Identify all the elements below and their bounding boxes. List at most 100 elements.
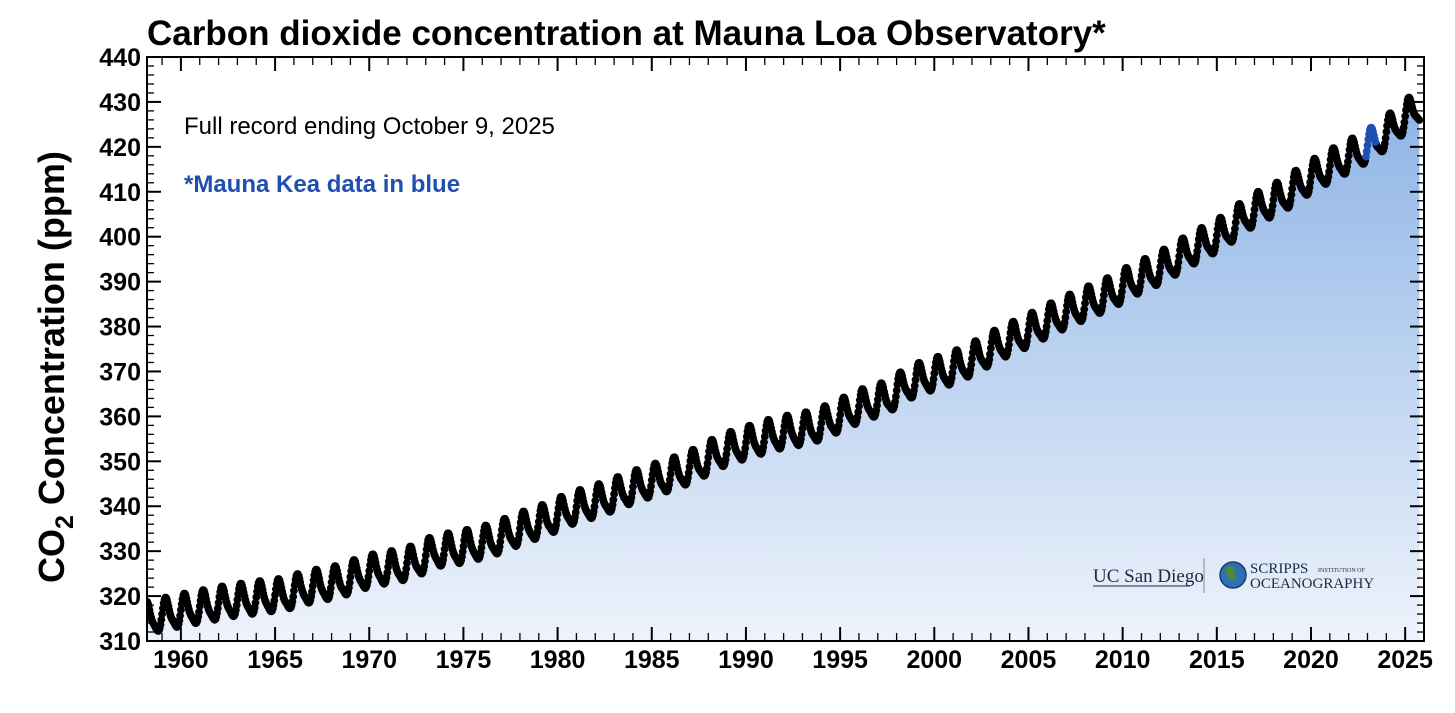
y-tick-label: 420 [99, 134, 141, 162]
y-tick-label: 360 [99, 403, 141, 431]
x-tick-label: 2010 [1095, 646, 1151, 674]
data-point [1136, 277, 1145, 286]
data-point [722, 450, 731, 459]
x-tick-label: 2000 [906, 646, 962, 674]
y-tick-label: 410 [99, 179, 141, 207]
record-note: Full record ending October 9, 2025 [184, 113, 555, 140]
data-point [497, 531, 505, 540]
data-point [1212, 231, 1221, 240]
data-point [289, 592, 298, 601]
data-point [326, 584, 335, 592]
data-point [742, 438, 750, 447]
data-point [703, 459, 712, 468]
plot-area [147, 93, 1424, 641]
y-tick-label: 340 [99, 493, 141, 521]
y-tick-label: 320 [99, 583, 141, 611]
ucsd-logo: UC San Diego [1093, 566, 1204, 587]
data-point [760, 432, 769, 441]
data-point [930, 369, 939, 378]
data-point [1307, 172, 1315, 181]
data-point [1081, 299, 1089, 308]
data-point [1382, 127, 1391, 136]
data-point [779, 433, 787, 442]
data-point [647, 476, 656, 485]
data-point [327, 578, 336, 587]
data-point [1381, 134, 1390, 143]
data-point [552, 516, 561, 524]
ucsd-logo-text: UC San Diego [1093, 566, 1204, 587]
data-point [910, 381, 919, 390]
data-point [214, 598, 223, 607]
mauna-kea-note: *Mauna Kea data in blue [184, 171, 460, 198]
data-point [1062, 307, 1071, 316]
x-tick-label: 1960 [153, 646, 209, 674]
data-point [1287, 190, 1296, 199]
data-point [1344, 157, 1352, 166]
data-point [855, 402, 863, 411]
data-point [1269, 195, 1278, 204]
data-point [157, 615, 166, 624]
x-tick-label: 2015 [1189, 646, 1245, 674]
data-point [478, 538, 487, 546]
data-point [873, 401, 881, 410]
data-point [835, 416, 844, 425]
x-tick-label: 1995 [812, 646, 868, 674]
x-tick-labels: 1960 1965 1970 1975 1980 1985 1990 1995 2000 2005… [153, 646, 1433, 674]
data-point [591, 496, 600, 505]
data-point [1023, 332, 1032, 340]
y-tick-label: 400 [99, 224, 141, 252]
scripps-small: INSTITUTION OF [1318, 568, 1365, 574]
data-point [1268, 201, 1277, 210]
data-point [1326, 161, 1334, 170]
data-point [1043, 316, 1052, 325]
data-point [308, 587, 316, 596]
data-point [986, 344, 995, 353]
data-point [402, 564, 411, 573]
globe-land-icon [1225, 566, 1237, 581]
data-point [911, 376, 920, 384]
data-point [1061, 313, 1070, 322]
y-tick-label: 390 [99, 269, 141, 297]
data-point [892, 392, 900, 401]
data-point [440, 545, 449, 554]
x-tick-label: 1980 [530, 646, 586, 674]
data-point [986, 350, 994, 359]
data-point [1212, 237, 1220, 246]
data-point [1175, 252, 1184, 261]
data-point [251, 598, 260, 607]
data-point [929, 375, 938, 383]
x-tick-label: 1970 [341, 646, 397, 674]
data-point [177, 606, 185, 614]
data-point [760, 438, 768, 447]
data-point [666, 475, 674, 484]
data-point [403, 559, 411, 567]
data-point [1024, 326, 1033, 334]
data-point [1099, 291, 1108, 300]
data-point [477, 543, 486, 552]
data-point [684, 468, 693, 477]
data-point [816, 425, 825, 433]
data-point [1099, 297, 1107, 305]
data-point [1194, 241, 1202, 250]
data-point [968, 354, 976, 363]
x-tick-label: 1990 [718, 646, 774, 674]
axis-ticks [147, 56, 1425, 642]
x-tick-label: 1985 [624, 646, 680, 674]
data-point [967, 360, 976, 369]
y-label-units: Concentration (ppm) [31, 151, 72, 515]
data-point [553, 510, 562, 518]
data-point [949, 363, 958, 371]
y-axis-label: CO2 Concentration (ppm) [31, 151, 79, 583]
x-tick-label: 2005 [1001, 646, 1057, 674]
data-point [1325, 167, 1333, 176]
y-tick-label: 440 [99, 44, 141, 72]
data-point [195, 608, 203, 616]
data-point [1005, 340, 1013, 349]
data-point [1174, 258, 1183, 266]
data-point [798, 424, 807, 433]
chart-title: Carbon dioxide concentration at Mauna Lo… [147, 14, 1106, 53]
data-point [685, 463, 694, 471]
data-point [572, 502, 581, 511]
y-tick-labels: 310 320 330 340 350 360 370 380 390 400 410 420 430 4… [99, 44, 141, 656]
